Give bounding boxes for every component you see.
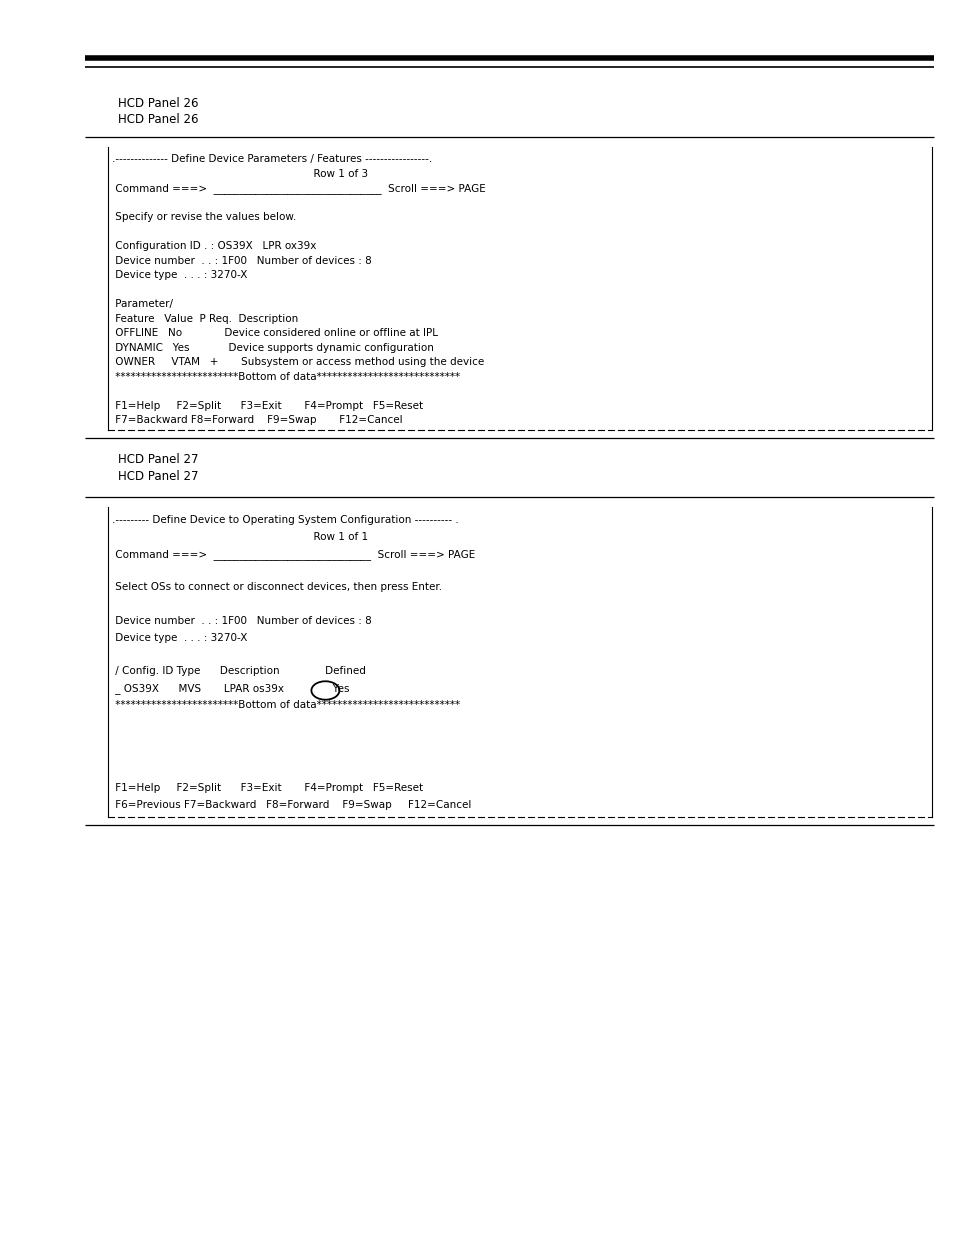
Text: Parameter/: Parameter/ — [112, 299, 172, 310]
Text: _ OS39X      MVS       LPAR os39x               Yes: _ OS39X MVS LPAR os39x Yes — [112, 683, 349, 694]
Text: Device number  . . : 1F00   Number of devices : 8: Device number . . : 1F00 Number of devic… — [112, 256, 372, 266]
Text: OWNER     VTAM   +       Subsystem or access method using the device: OWNER VTAM + Subsystem or access method … — [112, 357, 484, 368]
Text: Select OSs to connect or disconnect devices, then press Enter.: Select OSs to connect or disconnect devi… — [112, 583, 441, 593]
Text: DYNAMIC   Yes            Device supports dynamic configuration: DYNAMIC Yes Device supports dynamic conf… — [112, 343, 434, 353]
Text: .-------------- Define Device Parameters / Features -----------------.: .-------------- Define Device Parameters… — [112, 154, 432, 164]
Text: HCD Panel 27: HCD Panel 27 — [118, 453, 198, 466]
Text: Command ===>  ______________________________  Scroll ===> PAGE: Command ===> ___________________________… — [112, 548, 475, 559]
Text: Specify or revise the values below.: Specify or revise the values below. — [112, 212, 296, 222]
Text: ************************Bottom of data****************************: ************************Bottom of data**… — [112, 372, 459, 382]
Text: HCD Panel 26: HCD Panel 26 — [118, 112, 198, 126]
Text: .--------- Define Device to Operating System Configuration ---------- .: .--------- Define Device to Operating Sy… — [112, 515, 458, 525]
Text: Feature   Value  P Req.  Description: Feature Value P Req. Description — [112, 314, 298, 324]
Text: OFFLINE   No             Device considered online or offline at IPL: OFFLINE No Device considered online or o… — [112, 329, 437, 338]
Text: HCD Panel 27: HCD Panel 27 — [118, 471, 198, 483]
Text: Device type  . . . : 3270-X: Device type . . . : 3270-X — [112, 632, 247, 642]
Text: Configuration ID . : OS39X   LPR ox39x: Configuration ID . : OS39X LPR ox39x — [112, 241, 316, 252]
Text: / Config. ID Type      Description              Defined: / Config. ID Type Description Defined — [112, 666, 366, 677]
Text: Row 1 of 1: Row 1 of 1 — [112, 532, 368, 542]
Text: F1=Help     F2=Split      F3=Exit       F4=Prompt   F5=Reset: F1=Help F2=Split F3=Exit F4=Prompt F5=Re… — [112, 783, 423, 793]
Text: Device type  . . . : 3270-X: Device type . . . : 3270-X — [112, 270, 247, 280]
Text: F1=Help     F2=Split      F3=Exit       F4=Prompt   F5=Reset: F1=Help F2=Split F3=Exit F4=Prompt F5=Re… — [112, 401, 423, 411]
Text: Row 1 of 3: Row 1 of 3 — [112, 169, 368, 179]
Text: Command ===>  ________________________________  Scroll ===> PAGE: Command ===> ___________________________… — [112, 183, 485, 194]
Text: ************************Bottom of data****************************: ************************Bottom of data**… — [112, 700, 459, 710]
Text: HCD Panel 26: HCD Panel 26 — [118, 98, 198, 110]
Text: F6=Previous F7=Backward   F8=Forward    F9=Swap     F12=Cancel: F6=Previous F7=Backward F8=Forward F9=Sw… — [112, 800, 471, 810]
Text: Device number  . . : 1F00   Number of devices : 8: Device number . . : 1F00 Number of devic… — [112, 616, 372, 626]
Text: F7=Backward F8=Forward    F9=Swap       F12=Cancel: F7=Backward F8=Forward F9=Swap F12=Cance… — [112, 415, 402, 426]
